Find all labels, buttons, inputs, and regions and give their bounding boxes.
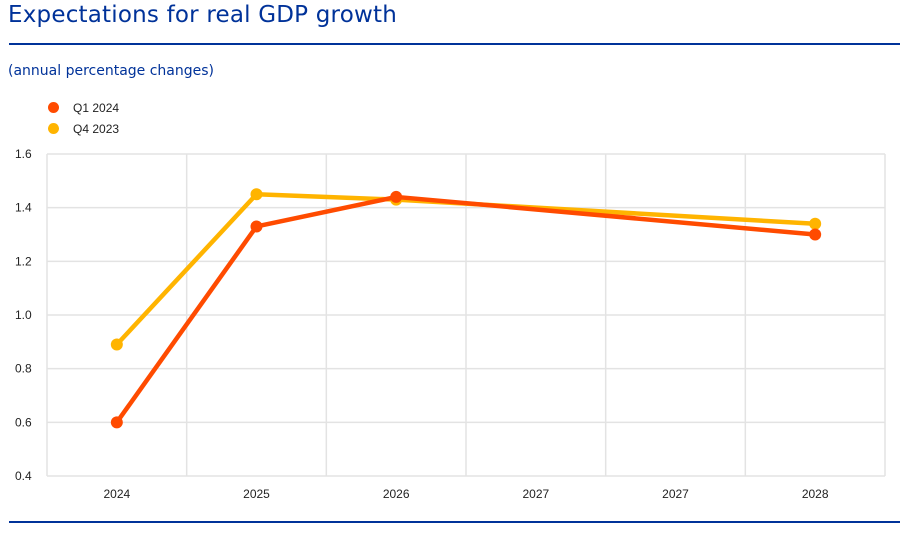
footer-divider — [9, 521, 900, 523]
data-point-q4-2023 — [250, 188, 263, 201]
y-axis: 0.4 0.6 0.8 1.0 1.2 1.4 1.6 — [15, 147, 32, 483]
data-point-q1-2024 — [390, 190, 403, 203]
legend-marker-icon — [48, 123, 59, 134]
x-tick-label: 2025 — [243, 487, 270, 501]
legend-marker-icon — [48, 102, 59, 113]
data-point-q1-2024 — [250, 220, 263, 233]
y-tick-label: 0.8 — [15, 362, 32, 376]
title-divider — [9, 43, 900, 45]
x-tick-label: 2027 — [522, 487, 549, 501]
x-tick-label: 2027 — [662, 487, 689, 501]
series-line-q1-2024 — [114, 194, 818, 425]
chart-title: Expectations for real GDP growth — [8, 2, 397, 28]
gridlines — [46, 153, 886, 477]
data-point-q1-2024 — [809, 228, 822, 241]
series-line-q4-2023 — [114, 192, 818, 347]
data-point-q1-2024 — [110, 416, 123, 429]
chart-subtitle: (annual percentage changes) — [8, 63, 215, 79]
y-tick-label: 1.2 — [15, 254, 32, 268]
series-lines — [110, 188, 822, 429]
x-axis: 2024 2025 2026 2027 2027 2028 — [103, 487, 828, 501]
data-point-q4-2023 — [809, 217, 822, 230]
x-tick-label: 2028 — [802, 487, 829, 501]
y-tick-label: 0.6 — [15, 415, 32, 429]
y-tick-label: 0.4 — [15, 469, 32, 483]
legend-label: Q4 2023 — [73, 121, 120, 136]
y-tick-label: 1.0 — [15, 308, 32, 322]
y-tick-label: 1.6 — [15, 147, 32, 161]
legend-item-q1-2024[interactable]: Q1 2024 — [48, 97, 119, 118]
x-tick-label: 2026 — [383, 487, 410, 501]
y-tick-label: 1.4 — [15, 201, 32, 215]
legend: Q1 2024 Q4 2023 — [48, 97, 119, 139]
legend-label: Q1 2024 — [73, 100, 120, 115]
legend-item-q4-2023[interactable]: Q4 2023 — [48, 118, 119, 139]
x-tick-label: 2024 — [103, 487, 130, 501]
data-point-q4-2023 — [110, 338, 123, 351]
